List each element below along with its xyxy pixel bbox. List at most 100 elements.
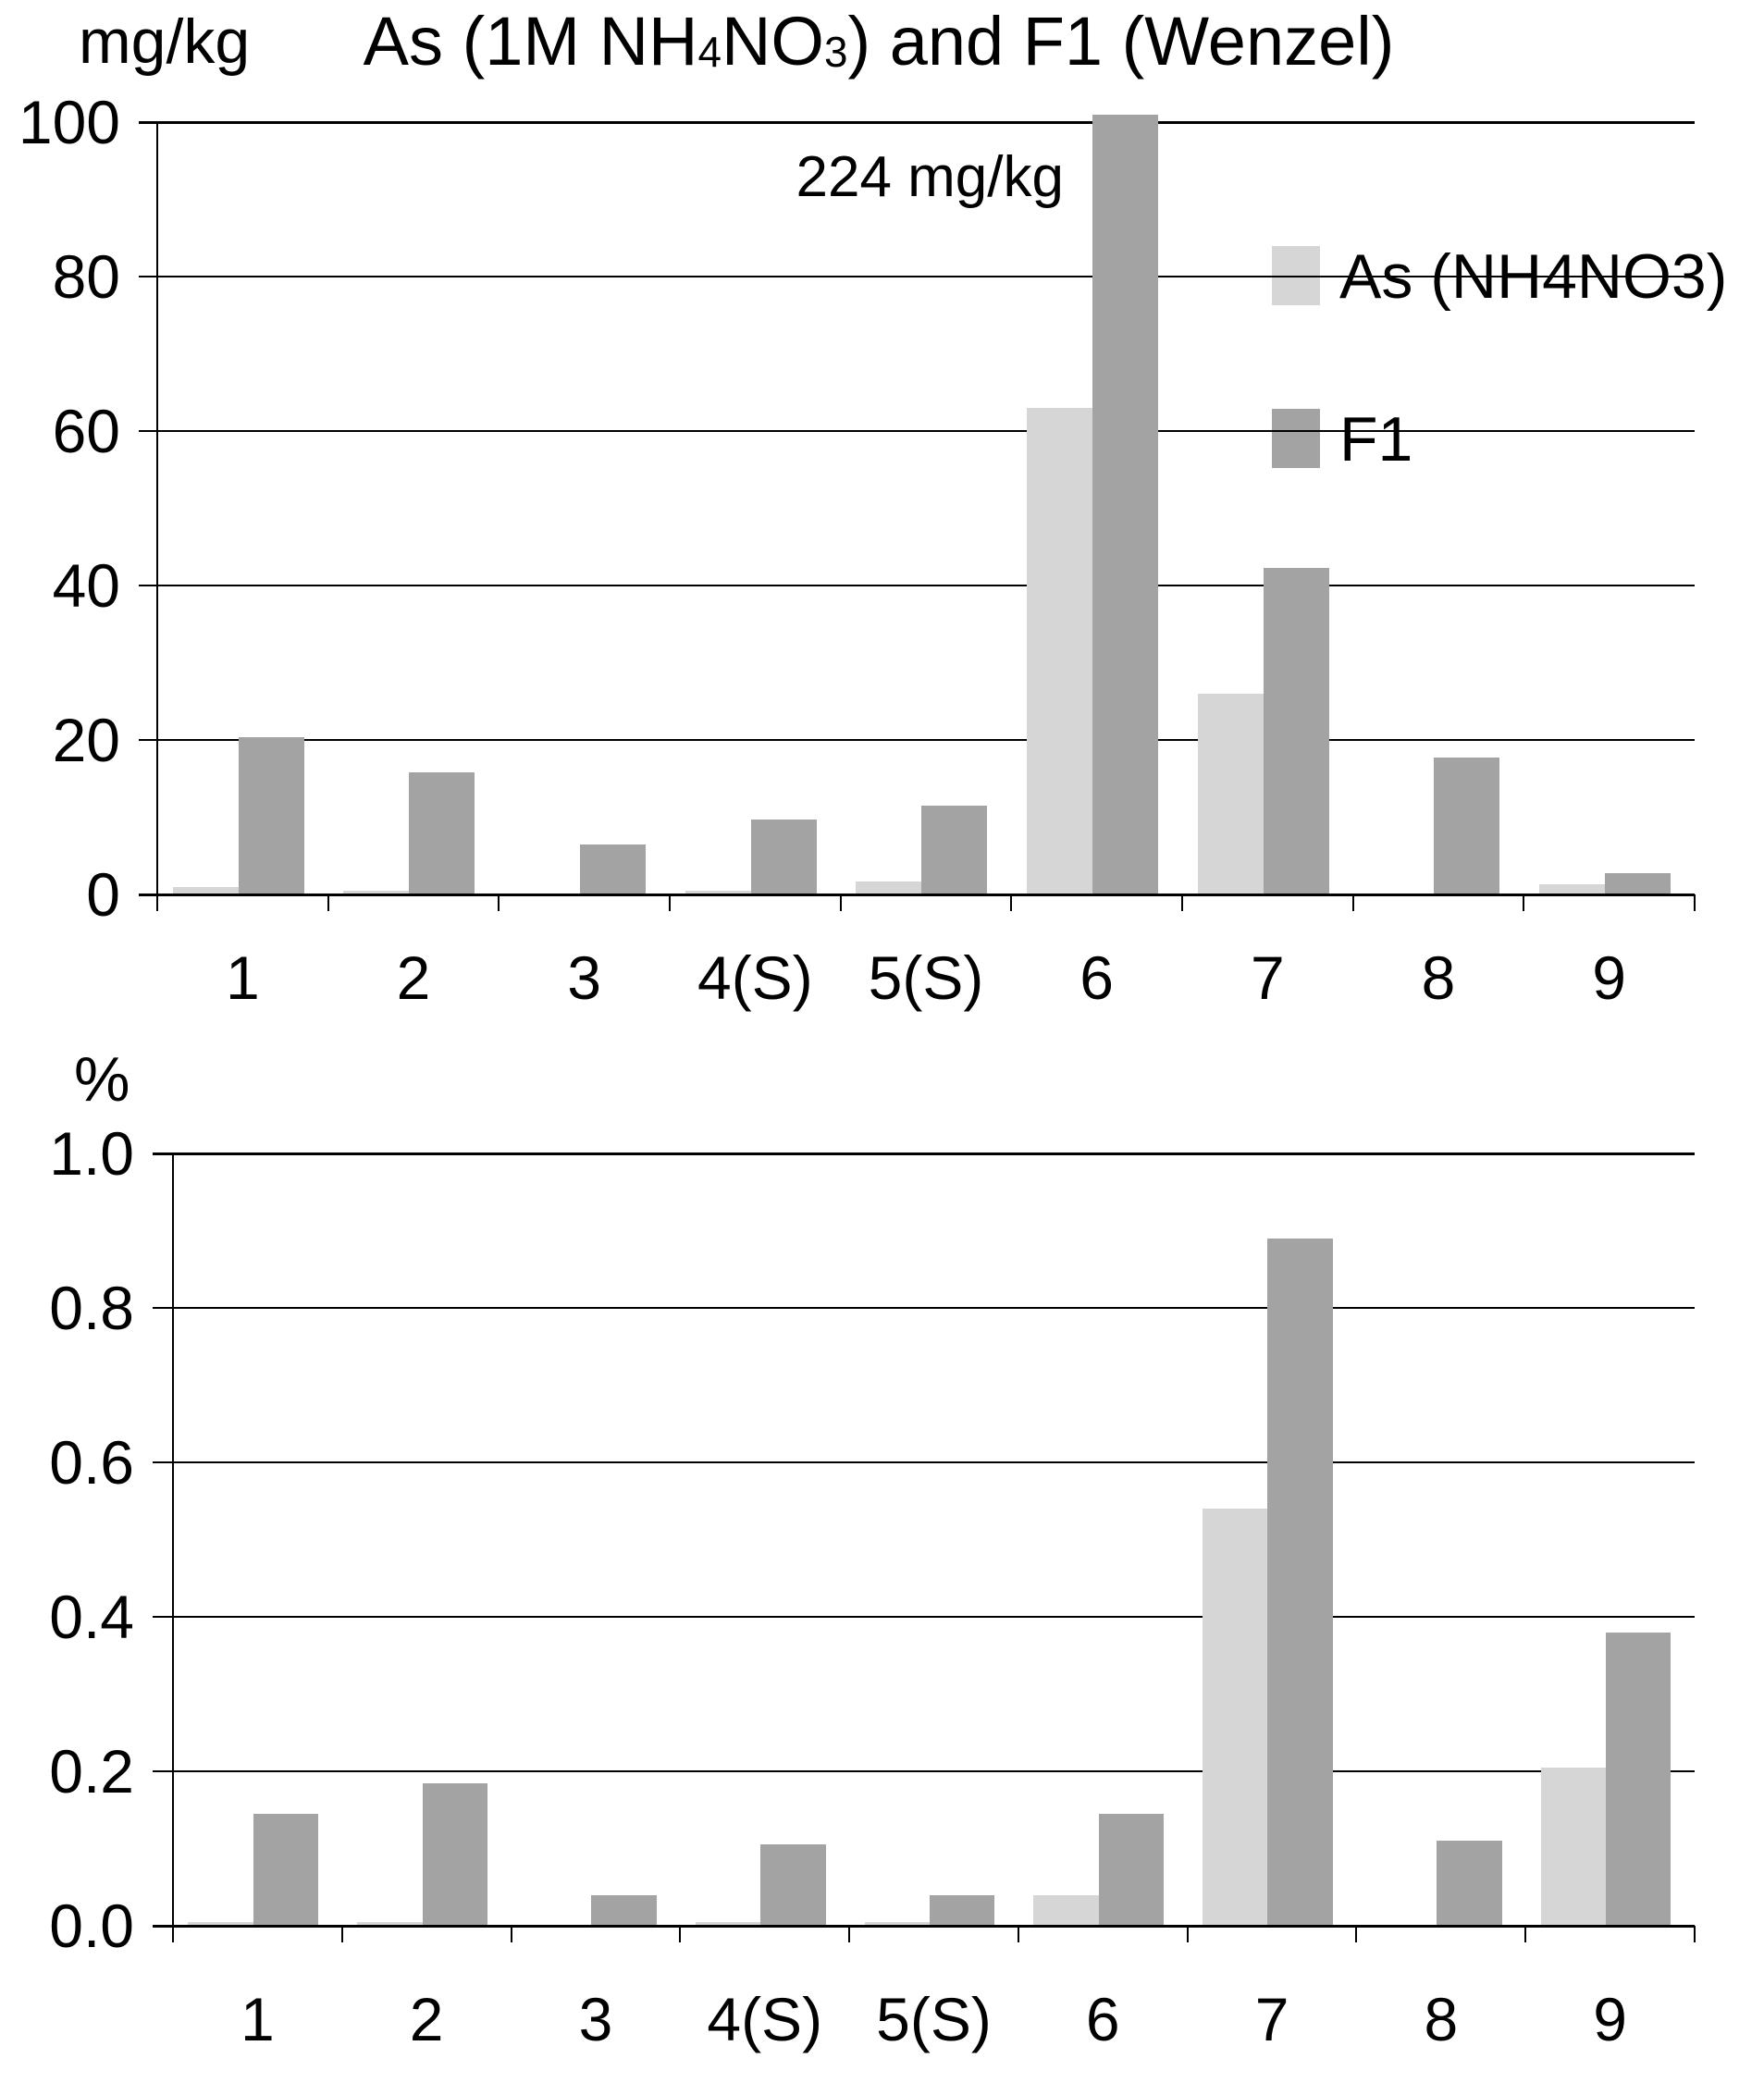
gridline	[139, 430, 1695, 432]
bar-f1-cat7	[1267, 1238, 1333, 1926]
y-tick-label: 0.6	[49, 1428, 134, 1497]
x-axis-tick	[1524, 1926, 1527, 1942]
x-axis-tick	[848, 1926, 851, 1942]
x-axis-tick	[1017, 1926, 1019, 1942]
y-tick-label: 0.0	[49, 1892, 134, 1960]
chart-title: As (1M NH4NO3) and F1 (Wenzel)	[231, 2, 1526, 80]
x-axis-tick	[340, 1926, 343, 1942]
gridline	[153, 1616, 1695, 1618]
y-tick-label: 100	[18, 88, 120, 156]
legend-swatch-f1	[1272, 409, 1320, 468]
bar-f1-cat9	[1606, 1632, 1671, 1926]
y-tick-label: 0.2	[49, 1737, 134, 1806]
bar-f1-cat5(S)	[921, 805, 988, 894]
x-tick-label: 4(S)	[697, 943, 813, 1012]
x-tick-label: 8	[1421, 943, 1456, 1012]
x-tick-label: 7	[1254, 1985, 1289, 2053]
bar-as-cat4(S)	[685, 890, 751, 894]
y-tick-label: 60	[52, 397, 120, 465]
x-axis-tick	[679, 1926, 682, 1942]
title-subscript-4: 4	[697, 28, 722, 77]
bar-f1-cat6	[1098, 1813, 1165, 1926]
bar-f1-cat3	[580, 844, 647, 894]
x-tick-label: 9	[1592, 943, 1627, 1012]
bar-as-cat7	[1197, 693, 1264, 894]
x-axis-tick	[839, 894, 842, 911]
y-axis-unit-label-mgkg: mg/kg	[79, 6, 251, 77]
x-tick-label: 2	[396, 943, 431, 1012]
gridline	[139, 276, 1695, 277]
bar-as-cat5(S)	[856, 881, 922, 894]
bar-f1-cat8	[1434, 758, 1500, 894]
y-axis-line	[156, 122, 158, 911]
y-tick-label: 0.4	[49, 1583, 134, 1651]
bar-f1-cat9	[1605, 872, 1671, 894]
x-tick-label: 1	[241, 1985, 275, 2053]
x-axis-tick	[669, 894, 671, 911]
x-axis-tick	[498, 894, 500, 911]
bar-f1-cat5(S)	[929, 1894, 995, 1926]
x-tick-label: 5(S)	[868, 943, 984, 1012]
y-tick-label: 0.8	[49, 1274, 134, 1342]
x-tick-label: 5(S)	[876, 1985, 992, 2053]
x-axis-line	[153, 1925, 1695, 1928]
x-tick-label: 3	[567, 943, 602, 1012]
title-text: As (1M NH	[363, 3, 698, 80]
x-axis-tick	[1186, 1926, 1189, 1942]
x-tick-label: 2	[409, 1985, 444, 2053]
x-tick-label: 8	[1424, 1985, 1459, 2053]
bar-f1-cat3	[591, 1894, 657, 1926]
x-tick-label: 3	[578, 1985, 613, 2053]
gridline	[139, 585, 1695, 586]
gridline	[153, 1307, 1695, 1309]
x-axis-tick	[1355, 1926, 1358, 1942]
plot-top-border	[153, 1152, 1695, 1155]
x-tick-label: 9	[1593, 1985, 1627, 2053]
x-axis-tick	[510, 1926, 512, 1942]
bar-f1-cat2	[422, 1782, 487, 1926]
title-text: ) and F1 (Wenzel)	[847, 3, 1395, 80]
bar-f1-cat1	[238, 737, 304, 894]
bar-f1-cat6	[1092, 115, 1159, 894]
title-text: NO	[721, 3, 824, 80]
gridline	[153, 1461, 1695, 1463]
x-tick-label: 4(S)	[707, 1985, 823, 2053]
y-tick-label: 20	[52, 706, 120, 774]
annotation-224-mgkg: 224 mg/kg	[796, 145, 1064, 209]
x-axis-tick	[1694, 894, 1696, 911]
bar-as-cat6	[1026, 407, 1093, 894]
x-axis-line	[139, 894, 1695, 896]
x-axis-tick	[1694, 1926, 1696, 1942]
x-axis-tick	[1181, 894, 1183, 911]
y-tick-label: 40	[52, 551, 120, 620]
bar-as-cat1	[172, 886, 239, 894]
bar-as-cat5(S)	[864, 1921, 930, 1926]
x-tick-label: 7	[1250, 943, 1285, 1012]
x-tick-label: 1	[225, 943, 260, 1012]
y-tick-label: 80	[52, 242, 120, 311]
x-axis-tick	[1010, 894, 1013, 911]
legend-label-f1: F1	[1339, 404, 1413, 475]
bar-f1-cat1	[253, 1813, 319, 1926]
x-axis-tick	[327, 894, 329, 911]
x-tick-label: 6	[1085, 1985, 1120, 2053]
bar-as-cat7	[1203, 1509, 1268, 1926]
bar-as-cat6	[1033, 1894, 1099, 1926]
x-axis-tick	[1523, 894, 1525, 911]
bar-f1-cat8	[1437, 1841, 1502, 1926]
bar-as-cat9	[1540, 1767, 1607, 1926]
bar-as-cat4(S)	[695, 1921, 761, 1926]
bar-as-cat9	[1538, 884, 1606, 894]
bar-f1-cat7	[1263, 567, 1329, 894]
title-subscript-3: 3	[823, 28, 848, 77]
y-tick-label: 1.0	[49, 1119, 134, 1188]
x-tick-label: 6	[1079, 943, 1115, 1012]
bar-as-cat1	[188, 1921, 253, 1926]
bar-as-cat2	[343, 890, 410, 894]
gridline	[139, 739, 1695, 741]
gridline	[153, 1770, 1695, 1772]
y-tick-label: 0	[86, 860, 120, 929]
bar-f1-cat4(S)	[760, 1844, 826, 1926]
bar-as-cat2	[357, 1921, 423, 1926]
